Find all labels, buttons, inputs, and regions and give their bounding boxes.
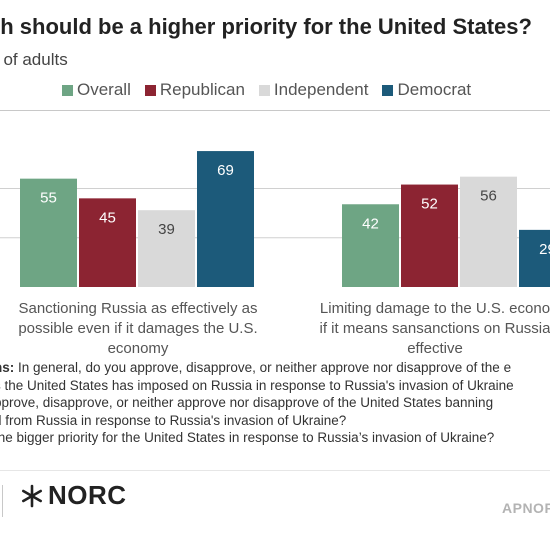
bar-republican-0 (79, 198, 136, 287)
legend-label-democrat: Democrat (397, 80, 472, 99)
question-notes: ns: In general, do you approve, disappro… (0, 359, 550, 447)
plot-top-rule (0, 110, 550, 111)
category-label-line: economy (107, 340, 169, 357)
legend-item-independent: Independent (258, 80, 369, 100)
category-label-sanctioning: Sanctioning Russia as effectively as pos… (0, 299, 278, 359)
data-label-independent-1: 56 (480, 188, 497, 205)
chart-subtitle: t of adults (0, 50, 68, 69)
data-label-independent-0: 39 (158, 221, 175, 238)
bar-independent-0 (138, 210, 195, 287)
legend-item-republican: Republican (144, 80, 245, 100)
notes-line: In general, do you approve, disapprove, … (14, 360, 512, 375)
bar-independent-1 (460, 176, 517, 287)
category-label-line: Sanctioning Russia as effectively as (18, 300, 258, 317)
bar-democrat-0 (197, 151, 254, 287)
notes-lead: ns: (0, 360, 15, 375)
category-label-line: effective (407, 340, 463, 357)
category-label-line: Limiting damage to the U.S. econo (319, 300, 550, 317)
notes-line: s the United States has imposed on Russi… (0, 377, 514, 393)
data-label-democrat-1: 29 (539, 241, 550, 258)
legend-label-republican: Republican (159, 80, 245, 99)
bar-democrat-1 (519, 229, 550, 287)
notes-line: pprove, disapprove, or neither approve n… (0, 395, 494, 410)
data-label-republican-1: 52 (421, 196, 438, 213)
bar-republican-1 (401, 184, 458, 287)
data-label-overall-0: 55 (40, 190, 57, 207)
logo-text: NORC (48, 480, 127, 510)
category-label-line: if it means sansanctions on Russia (319, 320, 550, 337)
legend-item-overall: Overall (62, 80, 131, 100)
legend-swatch-overall (62, 84, 73, 96)
footer-rule (0, 470, 550, 471)
legend-label-independent: Independent (273, 80, 369, 99)
data-label-republican-0: 45 (99, 209, 116, 226)
bar-chart: 55 42 45 52 39 56 69 29 (0, 151, 550, 287)
bar-overall-0 (20, 178, 77, 287)
data-label-democrat-0: 69 (217, 162, 234, 179)
legend-label-overall: Overall (77, 80, 131, 99)
norc-star-icon (21, 484, 43, 507)
legend-item-democrat: Democrat (382, 80, 471, 100)
legend-swatch-republican (144, 84, 156, 96)
category-label-line: possible even if it damages the U.S. (18, 320, 258, 337)
brand-mark: APNORC (502, 500, 550, 516)
notes-line: the bigger priority for the United State… (0, 430, 495, 445)
legend-swatch-democrat (382, 84, 394, 96)
bar-overall-1 (342, 204, 399, 287)
category-label-limiting: Limiting damage to the U.S. econo if it … (290, 299, 550, 359)
legend: Overall Republican Independent Democrat (62, 80, 471, 100)
logo-divider (2, 485, 3, 517)
notes-line: d from Russia in response to Russia's in… (0, 412, 347, 428)
data-label-overall-1: 42 (362, 215, 379, 232)
chart-title: ch should be a higher priority for the U… (0, 14, 532, 39)
legend-swatch-independent (258, 84, 270, 96)
norc-logo: NORC (20, 480, 127, 511)
